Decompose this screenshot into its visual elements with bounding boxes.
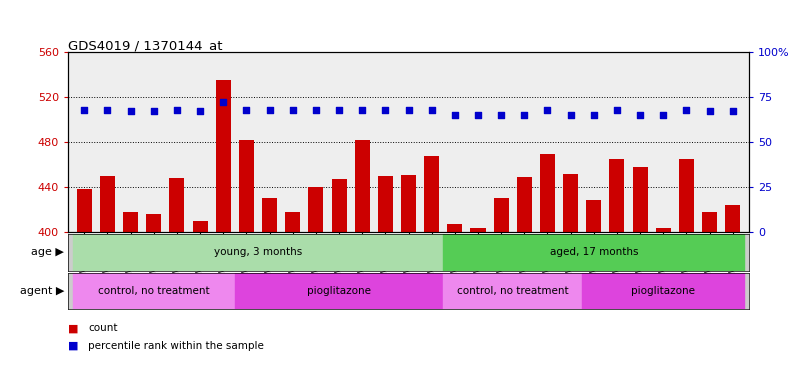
Bar: [77, 189, 92, 232]
Bar: [192, 221, 207, 232]
Point: [634, 112, 646, 118]
Text: aged, 17 months: aged, 17 months: [549, 247, 638, 258]
Point: [379, 106, 392, 113]
Point: [564, 112, 577, 118]
Point: [286, 106, 299, 113]
Text: ■: ■: [68, 323, 78, 333]
Point: [171, 106, 183, 113]
Text: pioglitazone: pioglitazone: [307, 286, 371, 296]
Bar: [725, 205, 740, 232]
Point: [264, 106, 276, 113]
Text: control, no treatment: control, no treatment: [457, 286, 569, 296]
Bar: [702, 212, 717, 232]
Bar: [285, 212, 300, 232]
Bar: [235, 273, 443, 309]
Bar: [425, 156, 439, 232]
Point: [541, 106, 553, 113]
Point: [78, 106, 91, 113]
Point: [356, 106, 368, 113]
Point: [495, 112, 508, 118]
Point: [147, 108, 160, 114]
Text: age ▶: age ▶: [31, 247, 64, 258]
Point: [124, 108, 137, 114]
Bar: [239, 140, 254, 232]
Bar: [517, 177, 532, 232]
Point: [194, 108, 207, 114]
Bar: [215, 80, 231, 232]
Point: [309, 106, 322, 113]
Point: [101, 106, 114, 113]
Bar: [582, 273, 744, 309]
Bar: [493, 199, 509, 232]
Point: [727, 108, 739, 114]
Bar: [73, 273, 235, 309]
Bar: [147, 214, 161, 232]
Bar: [656, 228, 670, 232]
Bar: [679, 159, 694, 232]
Bar: [378, 176, 392, 232]
Bar: [443, 234, 744, 271]
Point: [402, 106, 415, 113]
Text: GDS4019 / 1370144_at: GDS4019 / 1370144_at: [68, 39, 223, 52]
Bar: [540, 154, 555, 232]
Bar: [308, 187, 324, 232]
Bar: [73, 234, 443, 271]
Text: percentile rank within the sample: percentile rank within the sample: [88, 341, 264, 351]
Point: [518, 112, 531, 118]
Point: [680, 106, 693, 113]
Bar: [563, 174, 578, 232]
Point: [657, 112, 670, 118]
Point: [332, 106, 345, 113]
Point: [240, 106, 253, 113]
Text: pioglitazone: pioglitazone: [631, 286, 695, 296]
Text: ■: ■: [68, 341, 78, 351]
Text: control, no treatment: control, no treatment: [98, 286, 210, 296]
Point: [587, 112, 600, 118]
Point: [449, 112, 461, 118]
Text: count: count: [88, 323, 118, 333]
Point: [472, 112, 485, 118]
Point: [610, 106, 623, 113]
Bar: [355, 140, 370, 232]
Text: young, 3 months: young, 3 months: [214, 247, 302, 258]
Bar: [332, 179, 347, 232]
Bar: [470, 228, 485, 232]
Bar: [447, 224, 462, 232]
Bar: [169, 178, 184, 232]
Bar: [401, 175, 416, 232]
Text: agent ▶: agent ▶: [20, 286, 64, 296]
Bar: [633, 167, 648, 232]
Bar: [586, 200, 602, 232]
Point: [703, 108, 716, 114]
Bar: [443, 273, 582, 309]
Point: [217, 99, 230, 106]
Bar: [100, 176, 115, 232]
Bar: [610, 159, 625, 232]
Point: [425, 106, 438, 113]
Bar: [262, 199, 277, 232]
Bar: [123, 212, 138, 232]
